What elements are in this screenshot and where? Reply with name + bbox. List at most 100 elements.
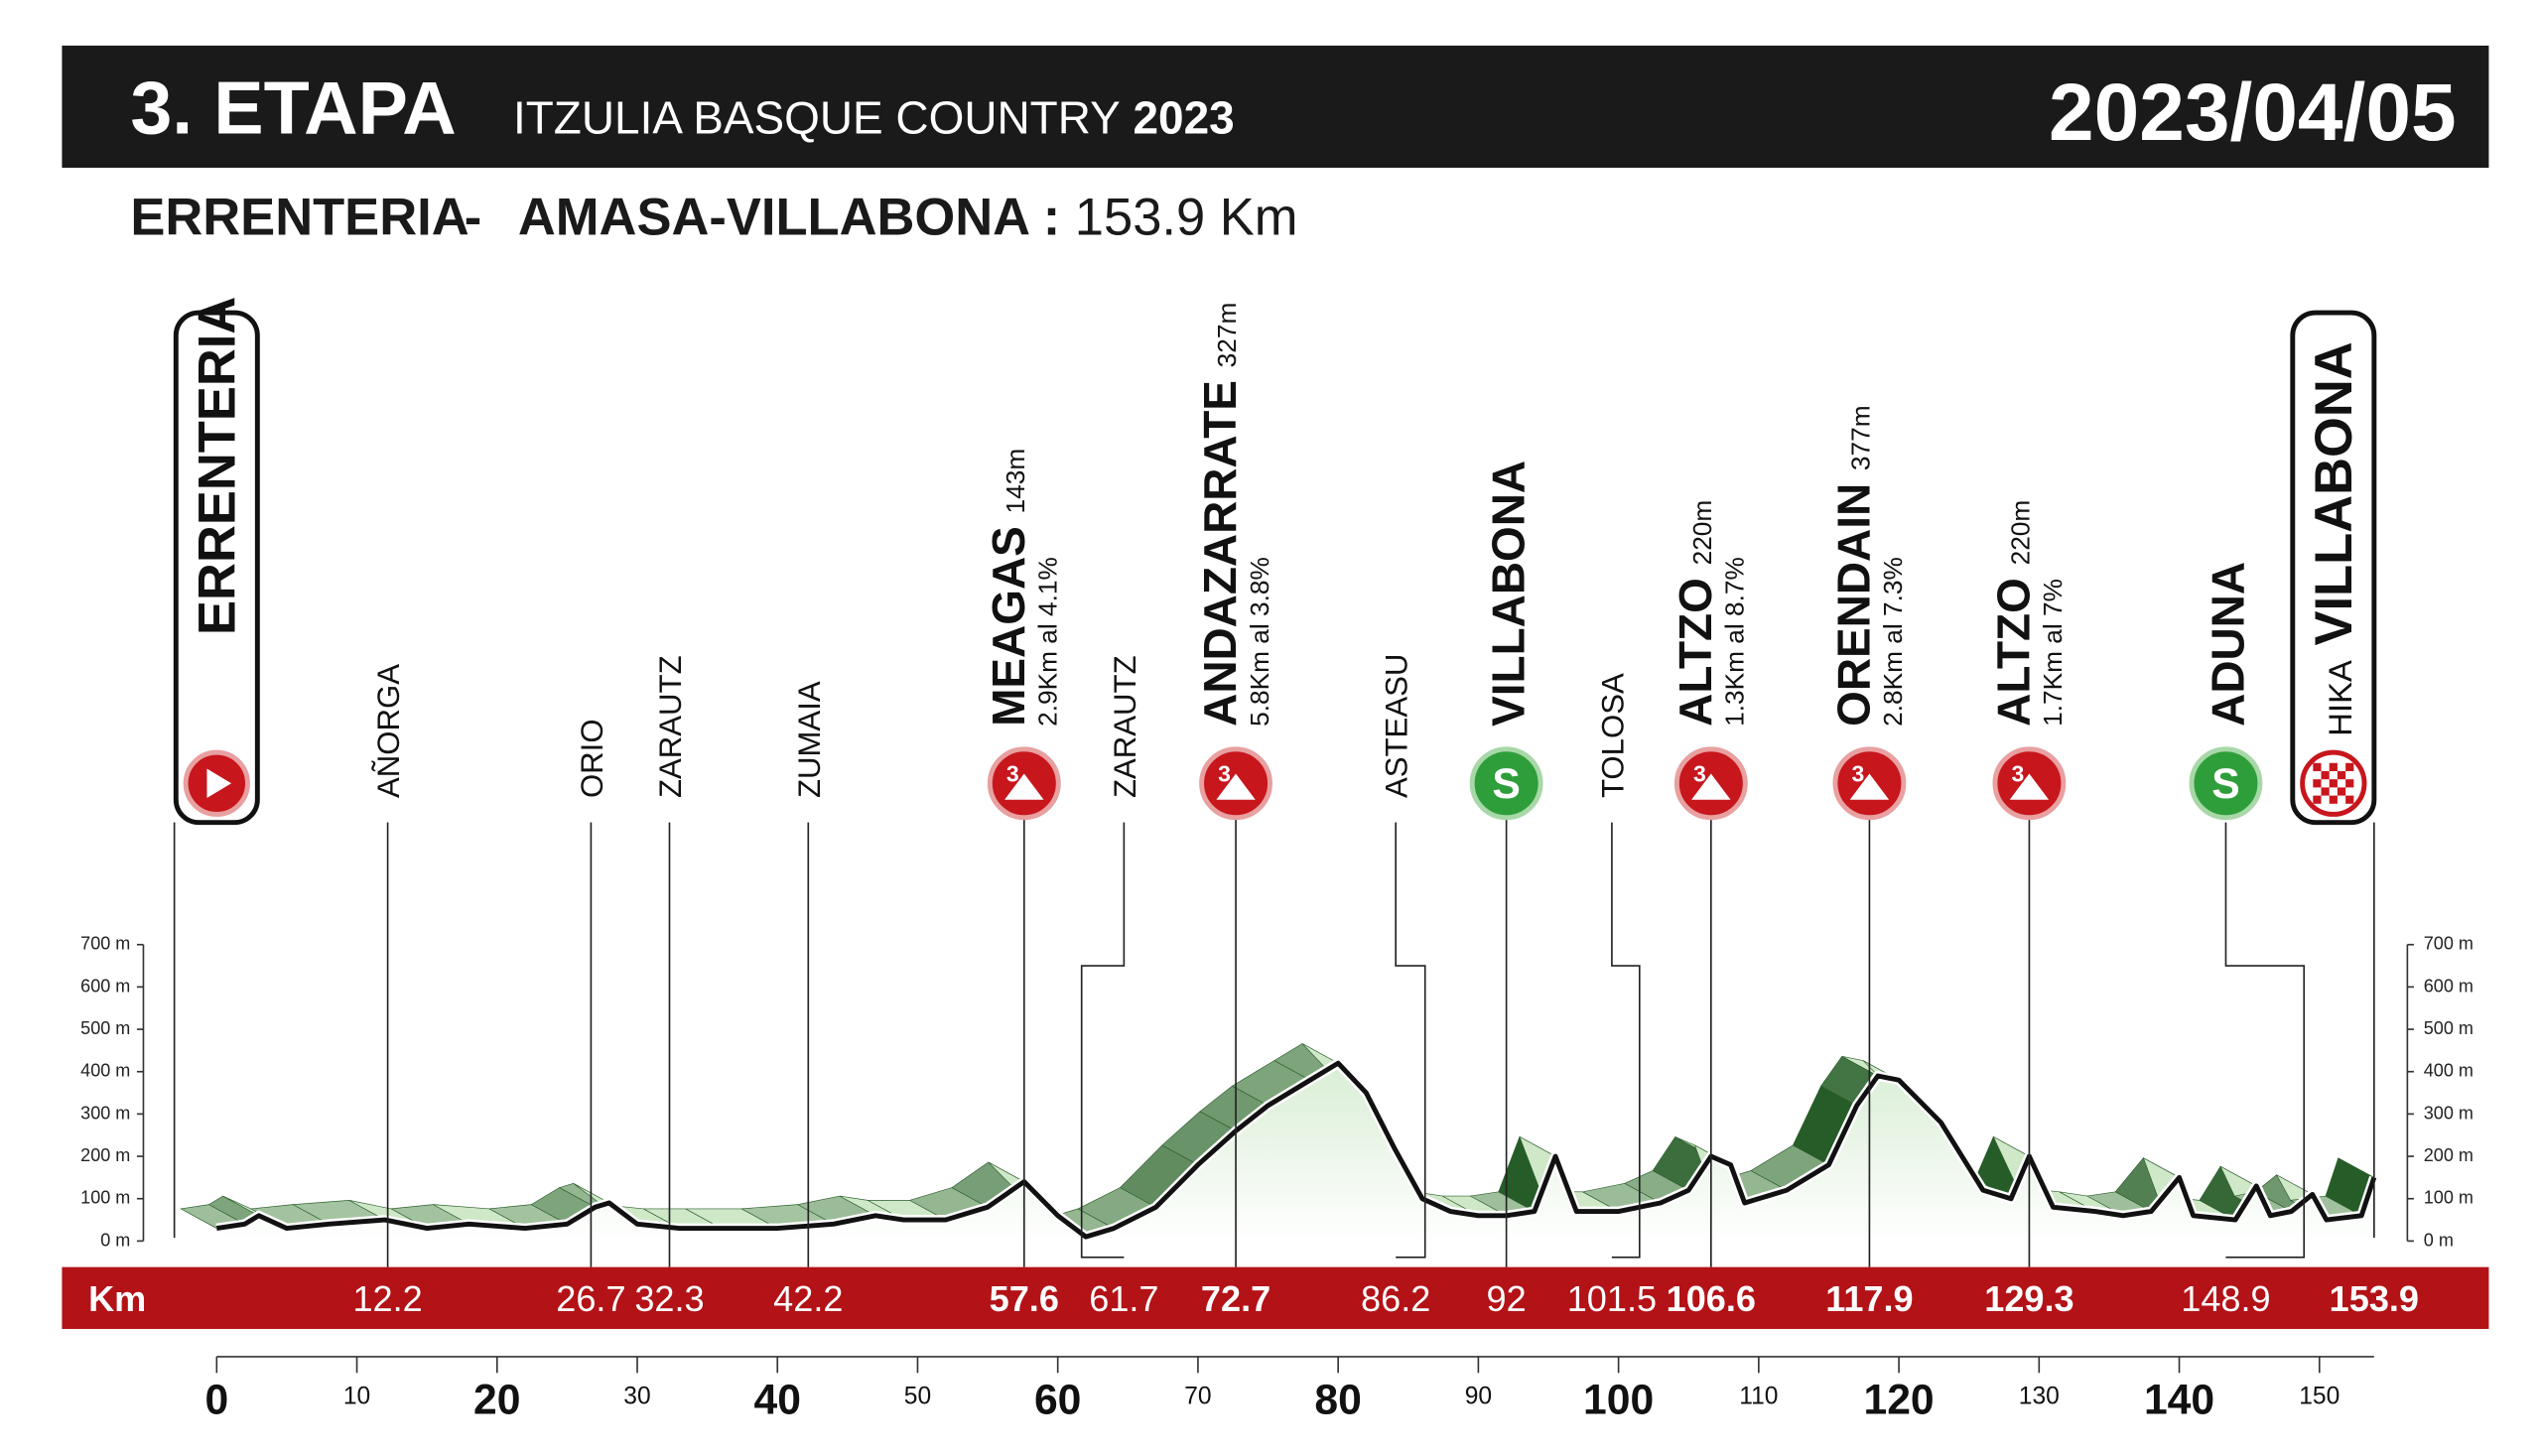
finish-check <box>2313 779 2322 788</box>
climb-detail: 1.3Km al 8.7% <box>1720 557 1750 727</box>
climb-mountain <box>1691 773 1731 800</box>
climb-category: 3 <box>2012 761 2025 787</box>
race: ITZULIA BASQUE COUNTRY <box>513 92 1121 144</box>
km-label: 92 <box>1487 1278 1527 1319</box>
sprint-icon <box>1469 746 1543 821</box>
x-tick-label: 90 <box>1465 1383 1492 1409</box>
climb-detail: 1.7Km al 7% <box>2038 579 2068 727</box>
km-label: 86.2 <box>1361 1278 1430 1319</box>
climb-category: 3 <box>1852 761 1865 787</box>
leader-line <box>1395 822 1426 1258</box>
climb-title: ORENDAIN <box>1827 483 1879 727</box>
finish-name: HIKA VILLABONA <box>2305 341 2363 735</box>
profile-line <box>215 1060 2377 1240</box>
climb-title: ALTZO <box>1670 578 1721 727</box>
header-bar <box>62 45 2489 169</box>
km-label: 32.3 <box>634 1278 704 1319</box>
route: ERRENTERIA- AMASA-VILLABONA : 153.9 Km <box>130 188 1297 246</box>
y-tick-label: 100 m <box>2424 1188 2474 1208</box>
climb-name: ALTZO 220m <box>1987 500 2039 727</box>
finish-check <box>2345 779 2354 788</box>
x-tick-label: 30 <box>623 1383 650 1409</box>
km-label: 106.6 <box>1667 1278 1756 1319</box>
climb-altitude: 143m <box>1001 449 1030 514</box>
route-start: ERRENTERIA <box>130 188 468 246</box>
start-box <box>173 310 260 826</box>
x-tick-label: 10 <box>343 1383 370 1409</box>
km-label: 26.7 <box>556 1278 625 1319</box>
x-tick-label: 70 <box>1184 1383 1211 1409</box>
x-tick-label: 40 <box>754 1376 801 1423</box>
sprint-label: S <box>2211 760 2239 808</box>
climb-detail: 2.9Km al 4.1% <box>1033 557 1063 727</box>
y-tick-label: 700 m <box>2424 934 2474 954</box>
stage-title: 3. ETAPA <box>130 66 456 150</box>
x-tick-label: 120 <box>1863 1376 1934 1423</box>
climb-mountain <box>1004 773 1044 800</box>
finish-check <box>2345 762 2354 771</box>
finish-check <box>2337 770 2346 780</box>
y-tick-label: 0 m <box>100 1230 130 1250</box>
x-tick-label: 50 <box>904 1383 931 1409</box>
climb-detail: 5.8Km al 3.8% <box>1245 557 1274 727</box>
x-tick-label: 150 <box>2299 1383 2340 1409</box>
town-name: ZARAUTZ <box>653 655 688 798</box>
sprint-name: VILLABONA <box>1483 461 1535 727</box>
km-label: 148.9 <box>2181 1278 2270 1319</box>
sprint-title: VILLABONA <box>1483 461 1535 727</box>
climb-name: MEAGAS 143m <box>983 449 1034 727</box>
km-label: 153.9 <box>2330 1278 2419 1319</box>
y-tick-label: 100 m <box>80 1188 130 1208</box>
town-name: ORIO <box>575 719 609 798</box>
x-tick-label: 100 <box>1583 1376 1654 1423</box>
climb-mountain <box>1216 773 1256 800</box>
climb-altitude: 220m <box>1687 500 1717 566</box>
finish-check <box>2329 795 2338 804</box>
km-label: 12.2 <box>352 1278 422 1319</box>
y-tick-label: 400 m <box>80 1061 130 1081</box>
finish-box <box>2290 310 2377 826</box>
race-name: ITZULIA BASQUE COUNTRY 2023 <box>513 92 1235 144</box>
y-tick-label: 500 m <box>80 1018 130 1038</box>
town-name: TOLOSA <box>1595 673 1630 798</box>
route-distance: 153.9 Km <box>1075 188 1298 246</box>
race-year: 2023 <box>1134 92 1235 144</box>
km-label: 72.7 <box>1201 1278 1270 1319</box>
town-name: AÑORGA <box>371 664 406 798</box>
sprint-icon <box>2189 746 2263 821</box>
y-tick-label: 300 m <box>2424 1103 2474 1123</box>
climb-title: ANDAZARRATE <box>1194 380 1246 727</box>
sprint-title: ADUNA <box>2203 562 2254 727</box>
climb-mountain <box>2009 773 2050 800</box>
route-finish: AMASA-VILLABONA : <box>518 188 1060 246</box>
y-tick-label: 600 m <box>80 976 130 995</box>
sprint-label: S <box>1492 760 1520 808</box>
km-label: 57.6 <box>990 1278 1059 1319</box>
y-tick-label: 0 m <box>2424 1230 2454 1250</box>
x-tick-label: 130 <box>2019 1383 2060 1409</box>
climb-title: MEAGAS <box>983 526 1034 727</box>
stage-date: 2023/04/05 <box>2049 67 2457 158</box>
km-label: 129.3 <box>1984 1278 2073 1319</box>
km-header: Km <box>88 1278 146 1319</box>
x-tick-label: 0 <box>204 1376 228 1423</box>
y-tick-label: 300 m <box>80 1103 130 1123</box>
finish-prefix: HIKA <box>2322 660 2358 736</box>
x-tick-label: 80 <box>1314 1376 1361 1423</box>
climb-detail: 2.8Km al 7.3% <box>1878 557 1908 727</box>
climb-altitude: 220m <box>2005 500 2035 566</box>
y-tick-label: 200 m <box>80 1145 130 1165</box>
km-label: 61.7 <box>1089 1278 1158 1319</box>
finish-check <box>2321 787 2330 796</box>
finish-name: VILLABONA <box>2305 341 2363 645</box>
x-tick-label: 110 <box>1739 1383 1778 1409</box>
profile-area <box>216 1063 2374 1242</box>
finish-check <box>2329 762 2338 771</box>
climb-category: 3 <box>1693 761 1706 787</box>
y-tick-label: 600 m <box>2424 976 2474 995</box>
climb-altitude: 327m <box>1212 303 1242 368</box>
km-label: 117.9 <box>1825 1278 1913 1319</box>
x-tick-label: 60 <box>1034 1376 1081 1423</box>
climb-name: ALTZO 220m <box>1670 500 1721 727</box>
